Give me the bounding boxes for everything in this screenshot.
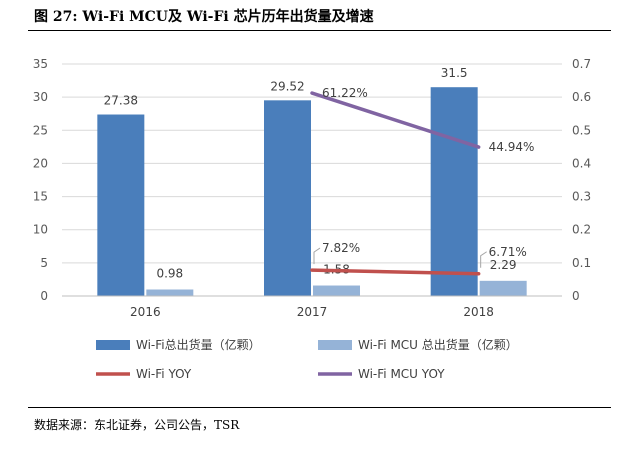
y-left-tick-label: 10 — [33, 223, 48, 237]
y-right-tick-label: 0.6 — [572, 90, 591, 104]
bar — [479, 280, 527, 296]
y-right-tick-label: 0.7 — [572, 57, 591, 71]
y-left-tick-label: 0 — [40, 289, 48, 303]
bar-data-label: 0.98 — [156, 267, 183, 281]
y-left-tick-label: 30 — [33, 90, 48, 104]
legend-swatch — [318, 340, 352, 350]
y-right-tick-label: 0.4 — [572, 156, 591, 170]
y-right-tick-label: 0.5 — [572, 123, 591, 137]
legend-swatch — [96, 340, 130, 350]
x-tick-label: 2017 — [297, 305, 328, 319]
bar-data-label: 2.29 — [490, 258, 517, 272]
bar-data-label: 31.5 — [441, 66, 468, 80]
bar — [430, 87, 478, 296]
legend-label: Wi-Fi YOY — [136, 367, 192, 381]
y-left-tick-label: 15 — [33, 190, 48, 204]
series-line — [310, 268, 481, 276]
bar-data-label: 27.38 — [104, 94, 138, 108]
legend-label: Wi-Fi总出货量（亿颗） — [136, 337, 261, 352]
source-divider — [28, 407, 611, 408]
bar-data-label: 29.52 — [270, 79, 304, 93]
y-right-tick-label: 0.2 — [572, 223, 591, 237]
line-data-label: 44.94% — [489, 140, 535, 154]
title-divider — [28, 30, 611, 31]
y-right-tick-label: 0.3 — [572, 190, 591, 204]
y-axis-left: 0 5 10 15 20 25 30 35 — [33, 57, 48, 303]
y-left-tick-label: 20 — [33, 156, 48, 170]
y-axis-right: 0 0.1 0.2 0.3 0.4 0.5 0.6 0.7 — [572, 57, 591, 303]
source-note: 数据来源：东北证券，公司公告，TSR — [34, 418, 240, 432]
chart: 0 5 10 15 20 25 30 35 0 0.1 0.2 0.3 0.4 0.5 0.6 0.7 27… — [33, 57, 591, 381]
label-leader-line — [313, 247, 321, 265]
legend-label: Wi-Fi MCU YOY — [358, 367, 445, 381]
line-data-label: 7.82% — [322, 241, 360, 255]
legend: Wi-Fi总出货量（亿颗） Wi-Fi MCU 总出货量（亿颗） Wi-Fi YOY… — [96, 337, 518, 381]
figure-title: 图 27: Wi-Fi MCU及 Wi-Fi 芯片历年出货量及增速 — [34, 9, 374, 25]
y-left-tick-label: 25 — [33, 123, 48, 137]
x-tick-label: 2016 — [130, 305, 161, 319]
label-leader-line — [480, 251, 487, 268]
lines: 7.82% 6.71% 61.22% 44.94% — [310, 86, 535, 276]
bar — [313, 285, 360, 296]
line-data-label: 6.71% — [489, 245, 527, 259]
line-data-label: 61.22% — [322, 86, 368, 100]
series-line — [310, 91, 481, 149]
y-left-tick-label: 5 — [40, 256, 48, 270]
x-tick-label: 2018 — [463, 305, 494, 319]
bar — [146, 289, 194, 296]
y-right-tick-label: 0 — [572, 289, 580, 303]
y-right-tick-label: 0.1 — [572, 256, 591, 270]
x-axis: 2016 2017 2018 — [62, 295, 562, 319]
bar — [97, 114, 145, 297]
y-left-tick-label: 35 — [33, 57, 48, 71]
legend-label: Wi-Fi MCU 总出货量（亿颗） — [358, 337, 518, 352]
bar — [264, 100, 311, 296]
